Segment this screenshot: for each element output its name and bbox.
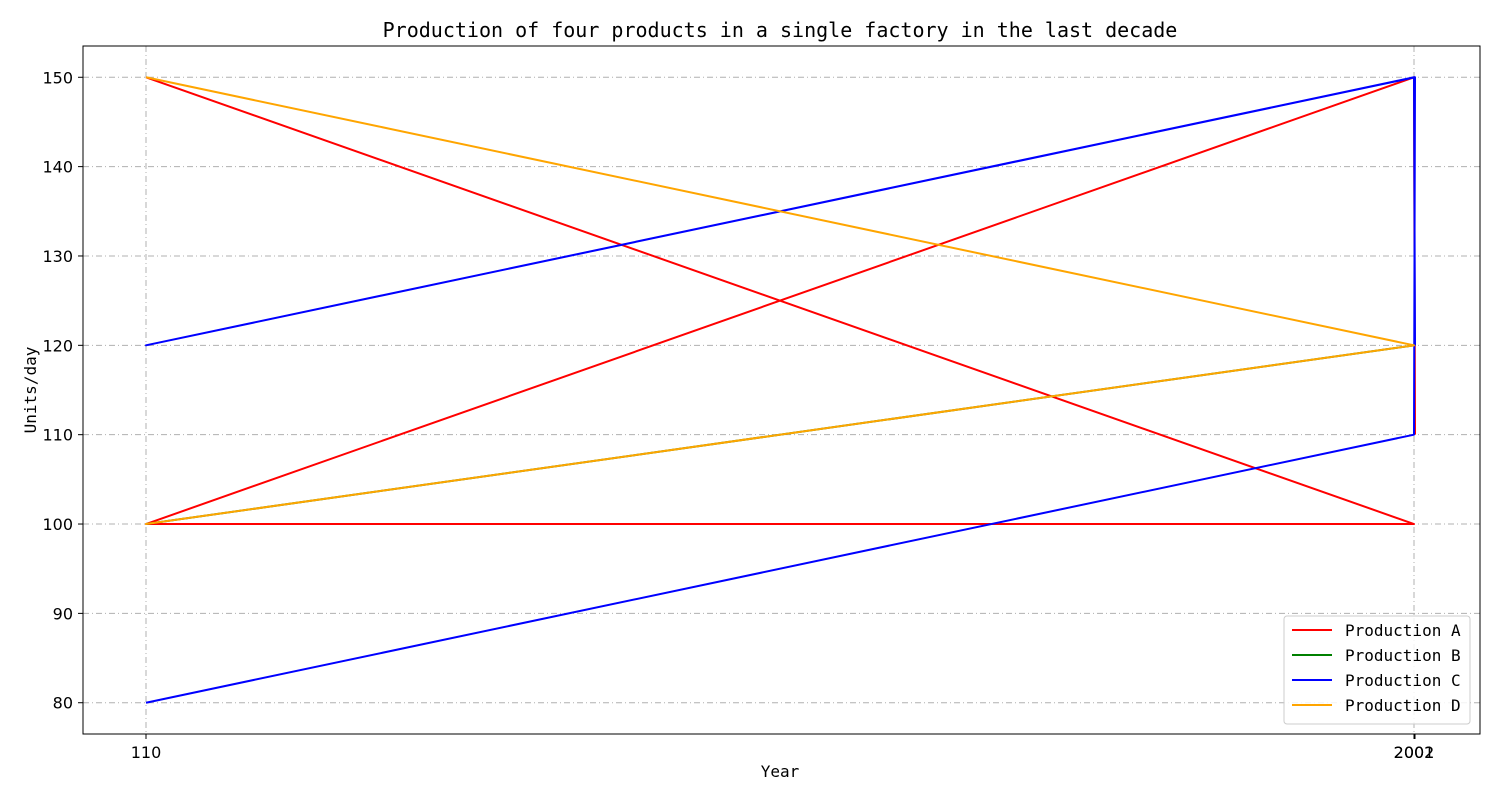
x-tick-label: 2001 xyxy=(1394,743,1435,762)
y-tick-label: 120 xyxy=(42,336,73,355)
series-layer xyxy=(145,76,1416,704)
series-line-4 xyxy=(145,76,1415,526)
legend-label: Production C xyxy=(1345,671,1461,690)
y-tick-label: 130 xyxy=(42,247,73,266)
y-tick-label: 80 xyxy=(53,694,73,713)
y-axis-label: Units/day xyxy=(21,346,40,433)
x-axis-label: Year xyxy=(761,762,800,781)
grid xyxy=(83,46,1480,734)
x-tick-label: 110 xyxy=(131,743,162,762)
legend-box xyxy=(1283,615,1471,725)
legend-label: Production D xyxy=(1345,696,1461,715)
y-tick-label: 100 xyxy=(42,515,73,534)
y-tick-label: 90 xyxy=(53,604,73,623)
series-line-3 xyxy=(145,76,1416,704)
legend-label: Production B xyxy=(1345,646,1461,665)
legend-label: Production A xyxy=(1345,621,1461,640)
y-tick-label: 140 xyxy=(42,158,73,177)
plot-frame xyxy=(82,45,1481,735)
y-tick-label: 150 xyxy=(42,68,73,87)
x-tick-label: 2002 xyxy=(1394,743,1435,762)
series-line-1 xyxy=(145,76,1416,526)
y-axis: 80 90 100 110 120 130 140 150 xyxy=(42,68,83,713)
y-tick-label: 110 xyxy=(42,426,73,445)
legend: Production A Production B Production C Prod… xyxy=(1283,615,1471,725)
chart-title: Production of four products in a single … xyxy=(383,18,1178,42)
